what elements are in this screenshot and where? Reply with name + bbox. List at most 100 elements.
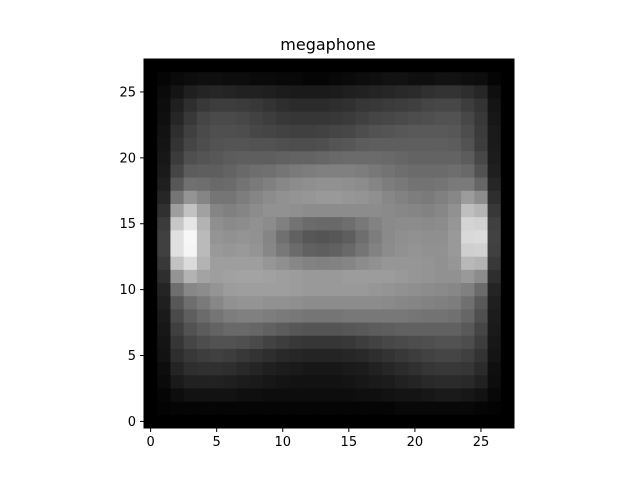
heatmap-cell bbox=[355, 217, 370, 231]
heatmap-cell bbox=[170, 111, 185, 126]
heatmap-cell bbox=[408, 230, 422, 244]
heatmap-cell bbox=[223, 296, 237, 310]
heatmap-cell bbox=[329, 256, 343, 271]
heatmap-cell bbox=[474, 243, 488, 258]
chart-title: megaphone bbox=[280, 35, 375, 54]
heatmap-cell bbox=[262, 388, 277, 403]
heatmap-cell bbox=[276, 401, 290, 416]
heatmap-cell bbox=[289, 177, 303, 192]
heatmap-cell bbox=[262, 164, 277, 179]
heatmap-cell bbox=[196, 335, 211, 350]
heatmap-cell bbox=[249, 230, 264, 244]
heatmap-cell bbox=[289, 151, 303, 165]
heatmap-cell bbox=[236, 72, 251, 86]
heatmap-cell bbox=[447, 203, 462, 218]
heatmap-cell bbox=[329, 348, 343, 363]
x-tick-label: 15 bbox=[341, 435, 358, 450]
heatmap-cell bbox=[289, 111, 303, 126]
heatmap-cell bbox=[434, 124, 449, 139]
heatmap-cell bbox=[289, 269, 303, 284]
heatmap-cell bbox=[196, 283, 211, 297]
heatmap-cell bbox=[157, 322, 171, 337]
heatmap-cell bbox=[342, 388, 356, 403]
heatmap-cell bbox=[183, 362, 198, 376]
heatmap-cell bbox=[302, 138, 317, 152]
heatmap-cell bbox=[474, 203, 488, 218]
heatmap-cell bbox=[329, 85, 343, 99]
heatmap-cell bbox=[289, 401, 303, 416]
heatmap-cell bbox=[276, 85, 290, 99]
heatmap-cell bbox=[500, 72, 515, 86]
heatmap-cell bbox=[461, 401, 475, 416]
heatmap-cell bbox=[461, 203, 475, 218]
heatmap-cell bbox=[302, 401, 317, 416]
heatmap-cell bbox=[262, 98, 277, 113]
heatmap-cell bbox=[302, 322, 317, 337]
heatmap-cell bbox=[210, 217, 224, 231]
heatmap-cell bbox=[210, 296, 224, 310]
heatmap-cell bbox=[342, 59, 356, 73]
heatmap-cell bbox=[487, 296, 502, 310]
heatmap-cell bbox=[381, 151, 396, 165]
heatmap-plot-area bbox=[144, 59, 515, 429]
heatmap-cell bbox=[249, 256, 264, 271]
heatmap-cell bbox=[368, 230, 383, 244]
heatmap-cell bbox=[236, 348, 251, 363]
heatmap-cell bbox=[144, 111, 158, 126]
heatmap-cell bbox=[342, 283, 356, 297]
heatmap-cell bbox=[289, 98, 303, 113]
heatmap-cell bbox=[223, 269, 237, 284]
heatmap-cell bbox=[447, 296, 462, 310]
heatmap-cell bbox=[183, 203, 198, 218]
heatmap-cell bbox=[249, 177, 264, 192]
heatmap-cell bbox=[249, 283, 264, 297]
heatmap-cell bbox=[144, 256, 158, 271]
heatmap-cell bbox=[434, 111, 449, 126]
heatmap-cell bbox=[368, 98, 383, 113]
heatmap-cell bbox=[196, 85, 211, 99]
heatmap-cell bbox=[223, 164, 237, 179]
heatmap-cell bbox=[395, 296, 409, 310]
heatmap-cell bbox=[487, 269, 502, 284]
heatmap-cell bbox=[170, 335, 185, 350]
heatmap-cell bbox=[157, 177, 171, 192]
heatmap-cell bbox=[289, 217, 303, 231]
heatmap-cell bbox=[368, 243, 383, 258]
heatmap-cell bbox=[210, 269, 224, 284]
heatmap-cell bbox=[315, 138, 330, 152]
heatmap-cell bbox=[157, 309, 171, 323]
heatmap-cell bbox=[368, 85, 383, 99]
heatmap-cell bbox=[381, 217, 396, 231]
heatmap-cell bbox=[249, 85, 264, 99]
heatmap-cell bbox=[170, 203, 185, 218]
heatmap-cell bbox=[342, 111, 356, 126]
heatmap-cell bbox=[434, 388, 449, 403]
heatmap-cell bbox=[474, 230, 488, 244]
heatmap-cell bbox=[355, 85, 370, 99]
heatmap-cell bbox=[447, 269, 462, 284]
x-tick-label: 0 bbox=[146, 435, 154, 450]
heatmap-cell bbox=[210, 190, 224, 205]
heatmap-cell bbox=[223, 190, 237, 205]
x-tick-label: 10 bbox=[274, 435, 291, 450]
heatmap-cell bbox=[500, 362, 515, 376]
heatmap-cell bbox=[421, 414, 436, 429]
heatmap-cell bbox=[434, 414, 449, 429]
heatmap-cell bbox=[276, 111, 290, 126]
heatmap-cell bbox=[183, 243, 198, 258]
heatmap-cell bbox=[289, 362, 303, 376]
heatmap-cell bbox=[276, 269, 290, 284]
heatmap-cell bbox=[500, 322, 515, 337]
heatmap-cell bbox=[262, 177, 277, 192]
heatmap-cell bbox=[223, 151, 237, 165]
heatmap-cell bbox=[395, 230, 409, 244]
heatmap-cell bbox=[355, 401, 370, 416]
heatmap-cell bbox=[421, 296, 436, 310]
heatmap-cell bbox=[487, 243, 502, 258]
heatmap-cell bbox=[302, 72, 317, 86]
heatmap-cell bbox=[223, 177, 237, 192]
heatmap-cell bbox=[170, 269, 185, 284]
heatmap-cell bbox=[408, 296, 422, 310]
heatmap-cell bbox=[236, 59, 251, 73]
heatmap-cell bbox=[196, 269, 211, 284]
